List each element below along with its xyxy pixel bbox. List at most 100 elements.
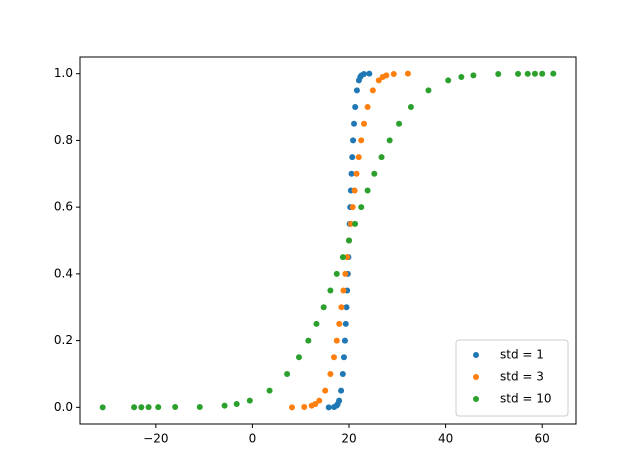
point — [344, 254, 351, 261]
point — [369, 87, 376, 94]
point — [348, 170, 355, 177]
point — [353, 170, 360, 177]
point — [425, 87, 432, 94]
point — [386, 137, 393, 144]
point — [361, 120, 368, 127]
point — [289, 404, 296, 411]
y-tick-label: 0.4 — [54, 266, 73, 280]
point — [145, 404, 152, 411]
point — [333, 337, 340, 344]
point — [340, 287, 347, 294]
point — [301, 403, 308, 410]
point — [341, 337, 348, 344]
point — [338, 304, 345, 311]
x-tick-label: 40 — [438, 432, 453, 446]
legend-box — [455, 339, 569, 417]
point — [539, 70, 546, 77]
point — [327, 370, 334, 377]
point — [322, 387, 329, 394]
x-tick-label: 0 — [249, 432, 257, 446]
y-tick-label: 0.8 — [54, 133, 73, 147]
point — [524, 70, 531, 77]
point — [320, 304, 327, 311]
point — [284, 370, 291, 377]
point — [342, 270, 349, 277]
point — [340, 354, 347, 361]
point — [313, 320, 320, 327]
point — [131, 404, 138, 411]
y-tick-label: 1.0 — [54, 66, 73, 80]
point — [233, 400, 240, 407]
point — [396, 120, 403, 127]
legend-marker — [473, 352, 479, 358]
point — [295, 354, 302, 361]
point — [515, 70, 522, 77]
point — [336, 397, 343, 404]
point — [407, 104, 414, 111]
point — [458, 74, 465, 81]
point — [350, 137, 357, 144]
x-tick-label: −20 — [143, 432, 168, 446]
point — [333, 270, 340, 277]
point — [347, 220, 354, 227]
point — [360, 71, 367, 78]
point — [355, 154, 362, 161]
legend-label: std = 1 — [500, 348, 544, 362]
point — [342, 320, 349, 327]
point — [172, 404, 179, 411]
point — [325, 404, 332, 411]
point — [349, 204, 356, 211]
point — [339, 254, 346, 261]
point — [343, 304, 350, 311]
point — [312, 400, 319, 407]
point — [383, 72, 390, 79]
point — [445, 77, 452, 84]
point — [375, 77, 382, 84]
point — [366, 70, 373, 77]
point — [550, 70, 557, 77]
point — [353, 87, 360, 94]
point — [351, 187, 358, 194]
point — [99, 404, 106, 411]
point — [338, 387, 345, 394]
x-tick-label: 20 — [341, 432, 356, 446]
point — [351, 120, 358, 127]
point — [327, 287, 334, 294]
legend-marker — [473, 396, 479, 402]
y-tick-label: 0.6 — [54, 200, 73, 214]
point — [358, 204, 365, 211]
point — [316, 397, 323, 404]
point — [371, 170, 378, 177]
x-tick-label: 60 — [535, 432, 550, 446]
point — [378, 154, 385, 161]
point — [330, 354, 337, 361]
axes-frame — [79, 56, 577, 425]
point — [390, 71, 397, 78]
legend-label: std = 3 — [500, 370, 544, 384]
point — [352, 220, 359, 227]
point — [364, 187, 371, 194]
point — [470, 72, 477, 79]
point — [155, 404, 162, 411]
point — [305, 337, 312, 344]
point — [352, 104, 359, 111]
point — [138, 404, 145, 411]
point — [336, 320, 343, 327]
legend-label: std = 10 — [500, 392, 552, 406]
point — [495, 71, 502, 78]
point — [404, 70, 411, 77]
point — [364, 104, 371, 111]
legend-marker — [473, 374, 479, 380]
point — [221, 402, 228, 409]
point — [358, 137, 365, 144]
y-tick-label: 0.2 — [54, 333, 73, 347]
y-tick-label: 0.0 — [54, 400, 73, 414]
point — [346, 237, 353, 244]
point — [531, 70, 538, 77]
point — [246, 397, 253, 404]
point — [196, 403, 203, 410]
point — [266, 387, 273, 394]
point — [349, 154, 356, 161]
point — [339, 370, 346, 377]
